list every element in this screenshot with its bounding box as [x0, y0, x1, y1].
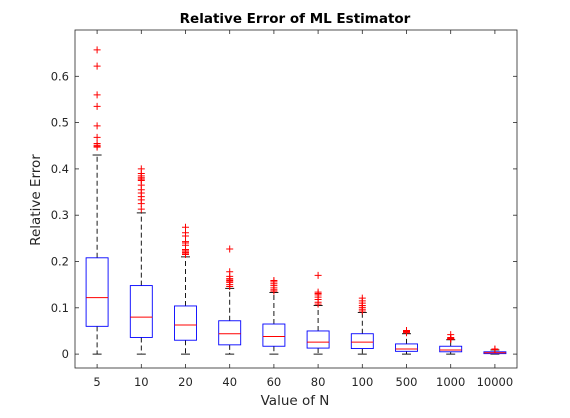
y-tick-label: 0.4: [51, 162, 69, 176]
outlier-marker: [93, 102, 101, 110]
y-tick-label: 0.5: [51, 116, 69, 130]
box-20: [174, 305, 197, 341]
outlier-marker: [182, 223, 189, 231]
outlier-marker: [226, 245, 234, 253]
y-tick-label: 0.3: [51, 208, 69, 222]
x-axis-label: Value of N: [261, 393, 330, 409]
box-40: [218, 320, 242, 346]
chart-title: Relative Error of ML Estimator: [180, 11, 411, 27]
y-tick-label: 0: [62, 347, 69, 361]
axes-frame: [74, 29, 518, 369]
x-tick-label: 20: [178, 375, 193, 389]
x-tick-label: 5: [93, 375, 100, 389]
box-1000: [439, 345, 463, 353]
outlier-marker: [447, 331, 455, 339]
y-axis-label: Relative Error: [28, 154, 44, 246]
outlier-marker: [270, 276, 278, 284]
y-tick-label: 0.6: [51, 69, 69, 83]
plot-area: 0 0.1 0.2 0.3 0.4 0.5 0.6 5 10 20 40 60 80 100 500 1000…: [51, 29, 518, 389]
outlier-marker: [314, 271, 322, 279]
x-tick-label: 10000: [477, 375, 514, 389]
outlier-marker: [93, 91, 101, 99]
outlier-marker: [93, 139, 101, 147]
x-tick-label: 80: [311, 375, 326, 389]
box-100: [350, 333, 374, 350]
y-tick-label: 0.2: [51, 255, 69, 269]
box-60: [262, 323, 286, 347]
box-10: [129, 285, 153, 338]
x-tick-label: 100: [351, 375, 373, 389]
x-tick-label: 10: [134, 375, 149, 389]
outlier-marker: [358, 294, 366, 302]
outlier-marker: [491, 345, 499, 353]
box-5: [85, 257, 109, 327]
x-tick-label: 1000: [436, 375, 465, 389]
box-500: [395, 343, 418, 352]
box-80: [306, 330, 330, 349]
outlier-marker: [403, 326, 410, 334]
x-tick-label: 60: [267, 375, 282, 389]
outlier-marker: [226, 268, 234, 276]
x-tick-label: 500: [396, 375, 418, 389]
outlier-marker: [93, 133, 101, 141]
outlier-marker: [314, 288, 322, 296]
outlier-marker: [93, 62, 101, 70]
outlier-marker: [93, 122, 101, 130]
outlier-marker: [93, 46, 101, 54]
y-tick-label: 0.1: [51, 301, 69, 315]
outlier-marker: [137, 165, 145, 173]
x-tick-label: 40: [222, 375, 237, 389]
